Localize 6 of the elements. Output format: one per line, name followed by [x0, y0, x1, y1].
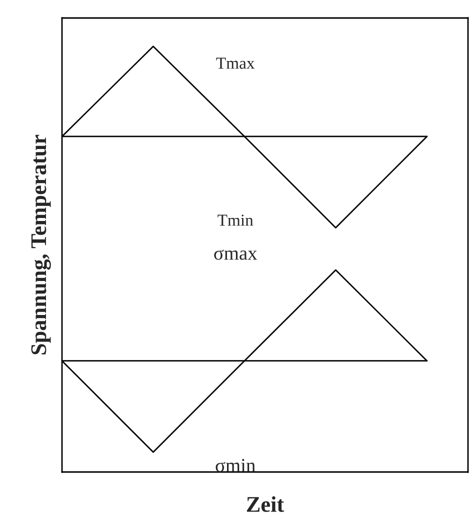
y-axis-title: Spannung, Temperatur — [31, 134, 51, 354]
text: σmin — [216, 458, 256, 472]
annotation: Tmin — [218, 214, 254, 226]
x-axis-title: Zeit — [246, 496, 284, 512]
annotation: σmax — [214, 250, 258, 260]
annotation: Tmax — [216, 58, 255, 69]
